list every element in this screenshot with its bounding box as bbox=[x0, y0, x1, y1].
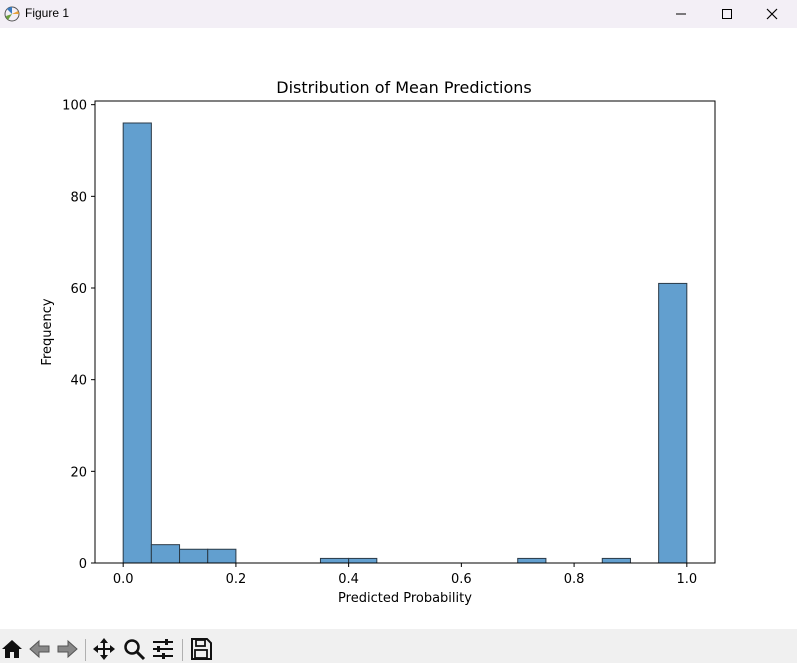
toolbar-separator bbox=[85, 639, 86, 661]
histogram-bar bbox=[601, 557, 631, 564]
x-tick-label: 0.6 bbox=[451, 572, 472, 587]
y-tick-label: 0 bbox=[79, 557, 87, 572]
axes-frame bbox=[94, 100, 716, 564]
zoom-icon bbox=[124, 639, 146, 661]
back-button[interactable] bbox=[28, 637, 54, 663]
x-axis-label: Predicted Probability bbox=[338, 591, 472, 606]
pan-button[interactable] bbox=[92, 637, 118, 663]
window-titlebar: Figure 1 bbox=[0, 0, 797, 28]
y-tick-label: 20 bbox=[70, 465, 87, 480]
save-button[interactable] bbox=[189, 637, 215, 663]
histogram-bar bbox=[122, 122, 152, 564]
home-button[interactable] bbox=[0, 637, 26, 663]
y-axis-ticks: 0 20 40 60 80 100 bbox=[62, 99, 95, 572]
chart-title: Distribution of Mean Predictions bbox=[276, 78, 531, 97]
bars-group bbox=[122, 122, 688, 564]
histogram-bar bbox=[207, 548, 237, 564]
histogram-chart: Distribution of Mean Predictions 0.0 0.2 0… bbox=[40, 78, 716, 606]
window-title: Figure 1 bbox=[25, 6, 70, 20]
y-tick-label: 80 bbox=[70, 190, 87, 205]
zoom-button[interactable] bbox=[122, 637, 148, 663]
forward-arrow-icon bbox=[57, 639, 78, 659]
histogram-bar bbox=[348, 557, 378, 564]
y-axis-label: Frequency bbox=[40, 298, 55, 365]
pan-icon bbox=[93, 638, 115, 660]
configure-subplots-button[interactable] bbox=[151, 637, 177, 663]
back-arrow-icon bbox=[29, 639, 50, 659]
close-icon bbox=[766, 8, 778, 20]
figure-canvas: Distribution of Mean Predictions 0.0 0.2 0… bbox=[0, 28, 797, 629]
maximize-button[interactable] bbox=[704, 0, 750, 28]
histogram-bar bbox=[658, 282, 688, 564]
x-tick-label: 0.8 bbox=[564, 572, 585, 587]
x-tick-label: 0.0 bbox=[113, 572, 134, 587]
histogram-bar bbox=[517, 557, 547, 564]
save-icon bbox=[191, 638, 212, 660]
configure-subplots-icon bbox=[153, 639, 173, 659]
x-tick-label: 0.4 bbox=[338, 572, 359, 587]
y-tick-label: 100 bbox=[62, 99, 87, 114]
x-axis-ticks: 0.0 0.2 0.4 0.6 0.8 1.0 bbox=[113, 563, 697, 587]
toolbar-separator bbox=[182, 639, 183, 661]
close-button[interactable] bbox=[749, 0, 795, 28]
y-tick-label: 40 bbox=[70, 374, 87, 389]
histogram-bar bbox=[179, 548, 209, 564]
minimize-button[interactable] bbox=[658, 0, 704, 28]
home-icon bbox=[2, 640, 22, 658]
x-tick-label: 1.0 bbox=[676, 572, 697, 587]
forward-button[interactable] bbox=[55, 637, 81, 663]
minimize-icon bbox=[676, 13, 686, 15]
navigation-toolbar bbox=[0, 629, 797, 663]
y-tick-label: 60 bbox=[70, 282, 87, 297]
histogram-bar bbox=[319, 557, 350, 564]
x-tick-label: 0.2 bbox=[226, 572, 247, 587]
histogram-bar bbox=[150, 544, 181, 564]
maximize-icon bbox=[722, 9, 732, 19]
matplotlib-app-icon bbox=[4, 6, 20, 22]
